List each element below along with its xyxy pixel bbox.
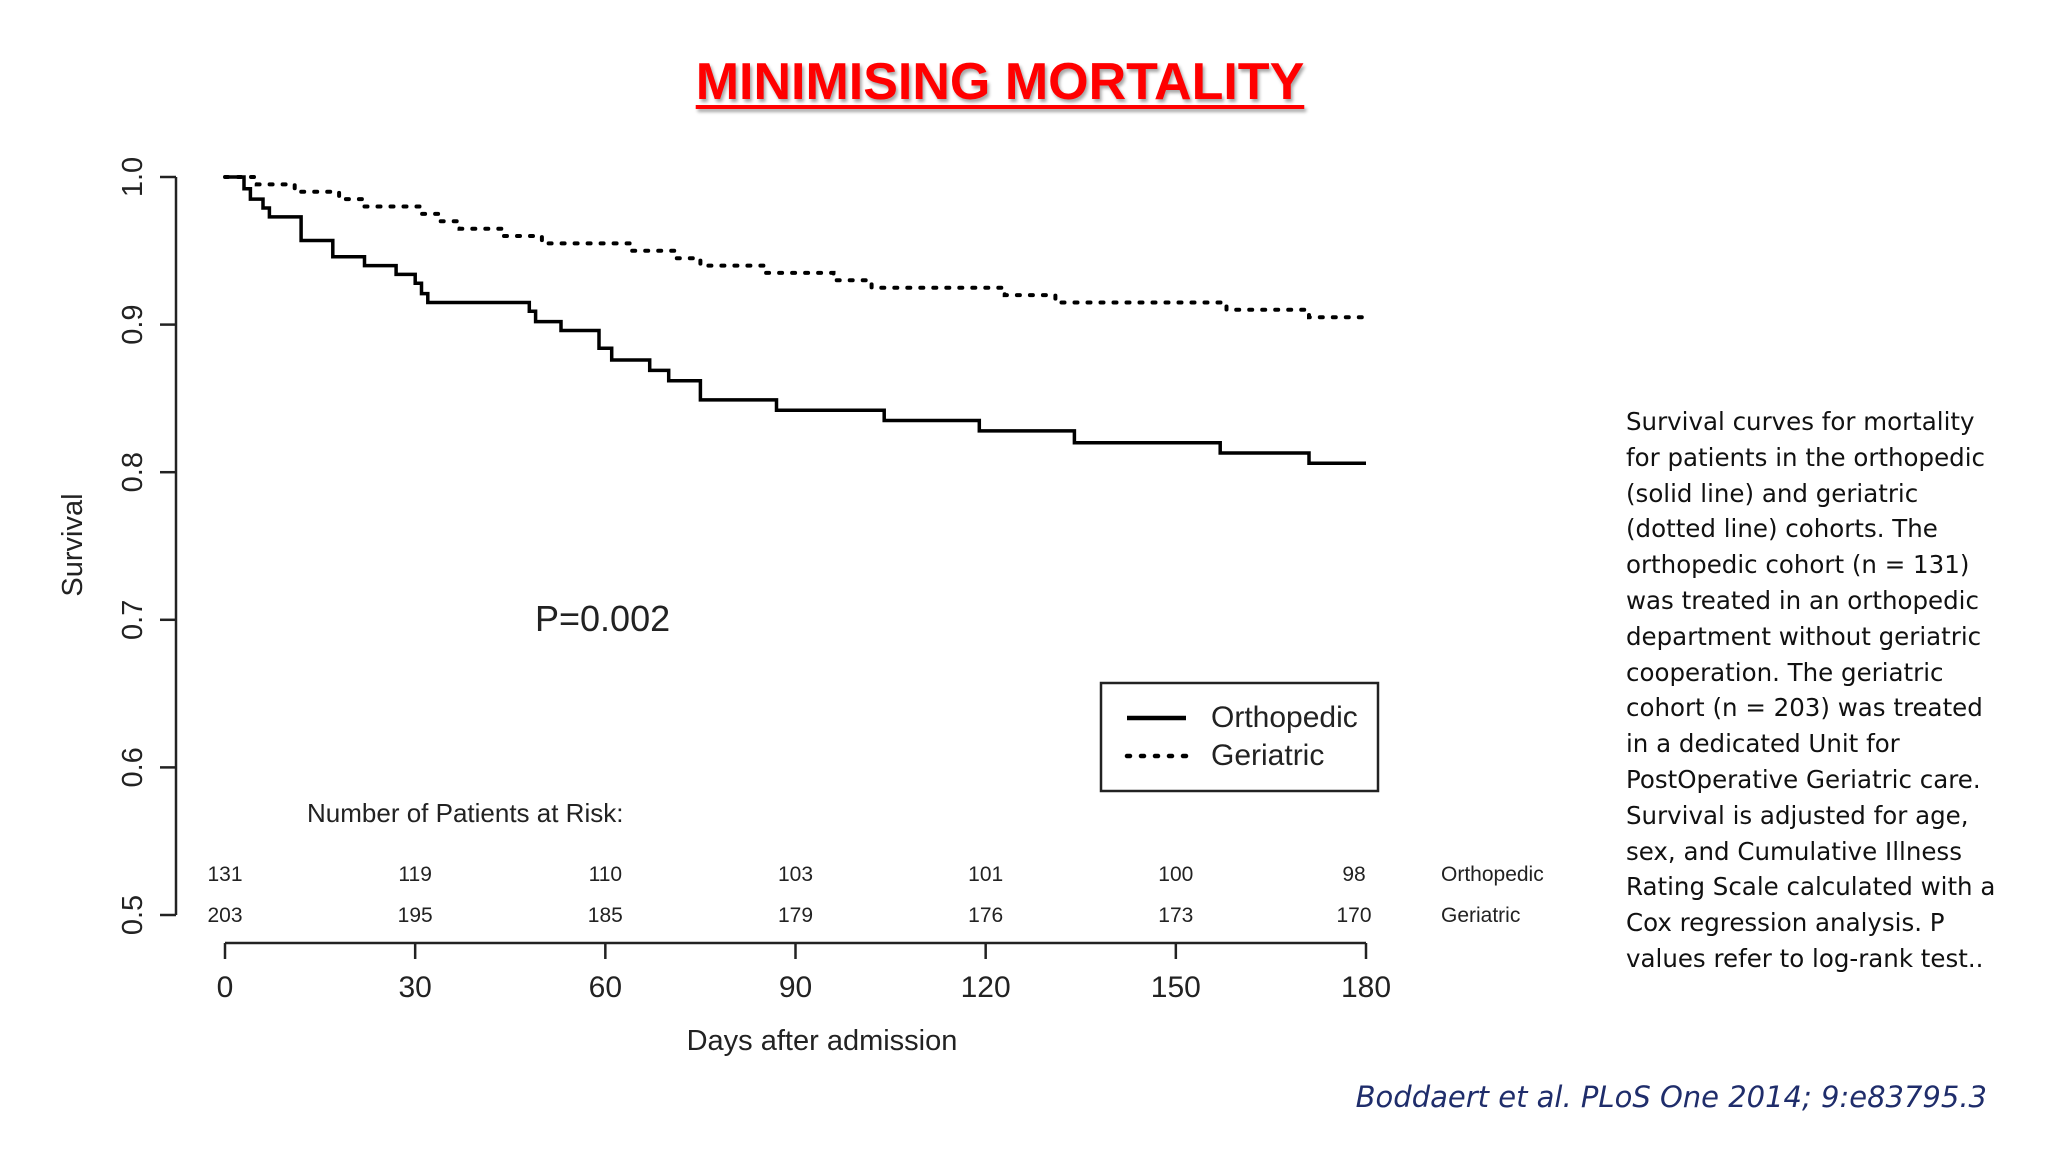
legend-label-geriatric: Geriatric <box>1211 739 1324 772</box>
citation: Boddaert et al. PLoS One 2014; 9:e83795.… <box>1355 1080 1987 1114</box>
at-risk-row-label: Orthopedic <box>1441 863 1544 886</box>
figure-caption: Survival curves for mortality for patien… <box>1626 407 1996 973</box>
at-risk-value: 100 <box>1158 863 1193 886</box>
y-tick-label: 0.5 <box>117 895 149 935</box>
at-risk-value: 119 <box>398 863 431 886</box>
slide-title: MINIMISING MORTALITY <box>695 53 1305 111</box>
at-risk-value: 110 <box>589 863 622 886</box>
at-risk-value: 195 <box>398 904 433 927</box>
at-risk-value: 179 <box>778 904 813 927</box>
y-axis-label: Survival <box>57 493 89 596</box>
at-risk-value: 131 <box>207 863 242 886</box>
y-tick-label: 0.8 <box>117 452 149 492</box>
y-tick-label: 0.6 <box>117 747 149 787</box>
at-risk-value: 185 <box>588 904 623 927</box>
y-tick-label: 0.9 <box>117 304 149 344</box>
x-tick-label: 150 <box>1151 971 1201 1004</box>
legend-box <box>1099 681 1380 793</box>
at-risk-table: 131 119 110 103 101 100 98 Orthopedic 203 195 185 1… <box>207 863 1543 927</box>
x-tick-label: 120 <box>961 971 1011 1004</box>
at-risk-value: 173 <box>1158 904 1193 927</box>
legend: Orthopedic Geriatric <box>1099 681 1380 793</box>
series-line-orthopedic <box>225 175 1366 466</box>
at-risk-value: 176 <box>968 904 1003 927</box>
at-risk-value: 170 <box>1336 904 1371 927</box>
x-tick-label: 180 <box>1341 971 1391 1004</box>
p-value-annotation: P=0.002 <box>535 598 670 639</box>
x-tick-label: 60 <box>589 971 622 1004</box>
x-tick-label: 90 <box>779 971 812 1004</box>
legend-label-orthopedic: Orthopedic <box>1211 701 1358 734</box>
y-tick-label: 1.0 <box>117 157 149 197</box>
at-risk-title: Number of Patients at Risk: <box>307 798 623 828</box>
at-risk-value: 203 <box>207 904 242 927</box>
y-tick-label: 0.7 <box>117 600 149 640</box>
series-line-geriatric <box>223 175 1368 320</box>
survival-curves <box>223 175 1368 466</box>
axes: 0.5 0.6 0.7 0.8 0.9 1.0 0 30 60 90 120 150 180 <box>117 157 1391 1004</box>
x-tick-label: 0 <box>217 971 234 1004</box>
at-risk-value: 101 <box>968 863 1003 886</box>
x-axis-label: Days after admission <box>687 1025 958 1057</box>
at-risk-value: 98 <box>1342 863 1365 886</box>
at-risk-value: 103 <box>778 863 813 886</box>
at-risk-row-label: Geriatric <box>1441 904 1520 927</box>
x-tick-label: 30 <box>398 971 431 1004</box>
